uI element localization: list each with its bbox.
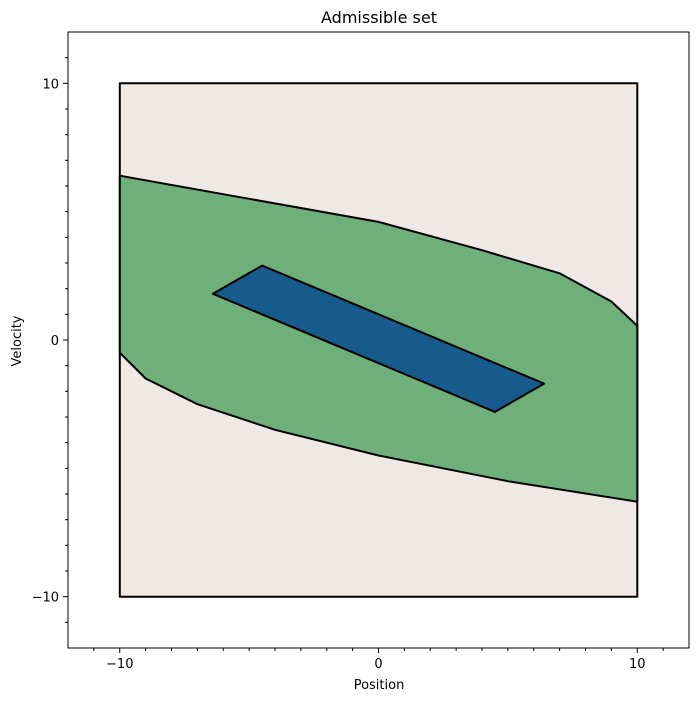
y-tick-label: −10	[32, 591, 59, 606]
chart-title: Admissible set	[321, 8, 437, 27]
x-tick-label: 0	[374, 657, 382, 672]
y-axis: −10 0 10	[32, 57, 68, 623]
y-axis-label: Velocity	[10, 315, 25, 366]
x-tick-label: 10	[629, 657, 646, 672]
x-tick-label: −10	[106, 657, 133, 672]
x-axis-label: Position	[354, 678, 405, 693]
region-3	[211, 264, 546, 413]
y-tick-label: 0	[51, 334, 59, 349]
plot-area	[118, 82, 639, 598]
y-tick-label: 10	[42, 77, 59, 92]
x-axis: −10 0 10	[93, 648, 664, 672]
